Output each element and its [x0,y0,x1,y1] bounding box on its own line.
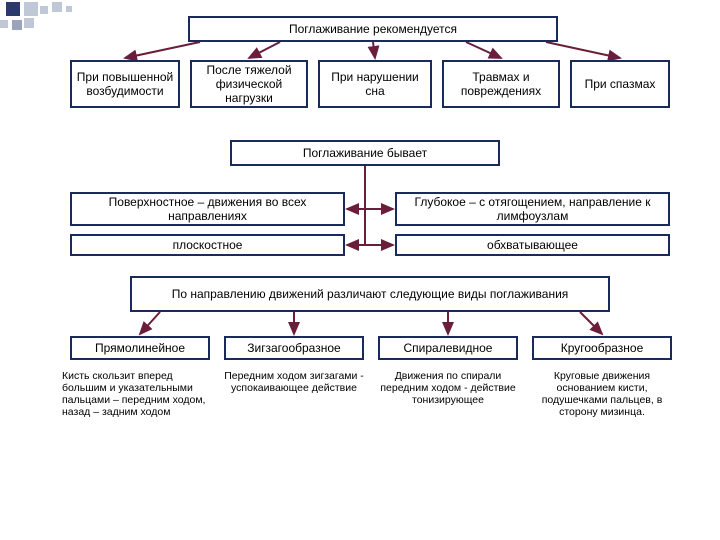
s3-desc-2: Движения по спирали передним ходом - дей… [378,370,518,450]
s1-item-3: Травмах и повреждениях [442,60,560,108]
s2-row1-1: Глубокое – с отягощением, направление к … [395,192,670,226]
s2-row2-0: плоскостное [70,234,345,256]
s1-title: Поглаживание рекомендуется [188,16,558,42]
s2-row2-1: обхватывающее [395,234,670,256]
s1-item-1: После тяжелой физической нагрузки [190,60,308,108]
s3-type-1: Зигзагообразное [224,336,364,360]
s1-item-0: При повышенной возбудимости [70,60,180,108]
s3-desc-1: Передним ходом зигзагами - успокаивающее… [224,370,364,450]
s3-type-0: Прямолинейное [70,336,210,360]
s3-desc-0: Кисть скользит вперед большим и указател… [62,370,218,470]
s3-desc-3: Круговые движения основанием кисти, поду… [526,370,678,460]
s3-type-2: Спиралевидное [378,336,518,360]
corner-decoration [0,0,140,30]
s2-row1-0: Поверхностное – движения во всех направл… [70,192,345,226]
s2-title: Поглаживание бывает [230,140,500,166]
s3-type-3: Кругообразное [532,336,672,360]
s1-title-text: Поглаживание рекомендуется [289,22,457,36]
s3-title: По направлению движений различают следую… [130,276,610,312]
s1-item-4: При спазмах [570,60,670,108]
s1-item-2: При нарушении сна [318,60,432,108]
